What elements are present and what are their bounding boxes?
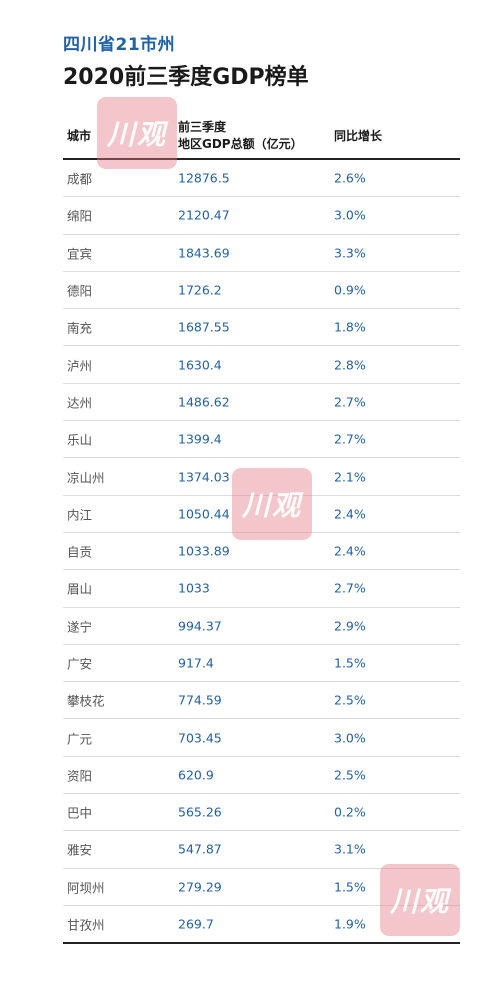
table-row: 眉山 1033 2.7% (63, 570, 460, 608)
cell-gdp: 1687.55 (178, 319, 230, 335)
cell-gdp: 774.59 (178, 692, 222, 708)
cell-gdp: 1399.4 (178, 431, 222, 447)
table-row: 自贡 1033.89 2.4% (63, 533, 460, 571)
cell-city: 自贡 (67, 544, 93, 560)
watermark-logo: 川观 (97, 97, 177, 169)
cell-city: 甘孜州 (67, 917, 105, 933)
column-header-gdp-line1: 前三季度 (178, 120, 227, 134)
table-row: 巴中 565.26 0.2% (63, 794, 460, 832)
page-title: 2020前三季度GDP榜单 (63, 65, 309, 90)
cell-gdp: 12876.5 (178, 170, 230, 186)
cell-growth: 1.8% (334, 319, 366, 335)
cell-growth: 1.5% (334, 655, 366, 671)
cell-growth: 2.8% (334, 357, 366, 373)
cell-city: 资阳 (67, 768, 93, 784)
table-header: 城市 前三季度 地区GDP总额（亿元） 同比增长 (63, 112, 460, 160)
cell-gdp: 1374.03 (178, 469, 230, 485)
table-row: 资阳 620.9 2.5% (63, 757, 460, 795)
cell-city: 成都 (67, 171, 93, 187)
cell-growth: 3.0% (334, 207, 366, 223)
cell-city: 巴中 (67, 805, 93, 821)
cell-city: 雅安 (67, 842, 93, 858)
watermark-logo: 川观 (380, 864, 460, 936)
table-row: 宜宾 1843.69 3.3% (63, 235, 460, 272)
table-row: 内江 1050.44 2.4% (63, 496, 460, 533)
cell-growth: 3.0% (334, 730, 366, 746)
cell-city: 南充 (67, 320, 93, 336)
cell-growth: 0.9% (334, 282, 366, 298)
cell-growth: 2.6% (334, 170, 366, 186)
table-row: 攀枝花 774.59 2.5% (63, 682, 460, 720)
cell-gdp: 1033 (178, 580, 210, 596)
table-row: 阿坝州 279.29 1.5% (63, 869, 460, 906)
cell-growth: 3.3% (334, 245, 366, 261)
cell-growth: 2.5% (334, 692, 366, 708)
cell-growth: 2.7% (334, 394, 366, 410)
cell-city: 泸州 (67, 358, 93, 374)
cell-city: 乐山 (67, 432, 93, 448)
cell-growth: 2.4% (334, 543, 366, 559)
gdp-table: 城市 前三季度 地区GDP总额（亿元） 同比增长 成都 12876.5 2.6% 绵阳… (63, 112, 460, 945)
cell-city: 阿坝州 (67, 880, 105, 896)
cell-gdp: 620.9 (178, 767, 214, 783)
cell-gdp: 1843.69 (178, 245, 230, 261)
table-row: 广元 703.45 3.0% (63, 719, 460, 757)
table-row: 甘孜州 269.7 1.9% (63, 906, 460, 945)
table-row: 泸州 1630.4 2.8% (63, 346, 460, 384)
table-row: 绵阳 2120.47 3.0% (63, 197, 460, 235)
cell-growth: 0.2% (334, 804, 366, 820)
cell-gdp: 703.45 (178, 730, 222, 746)
cell-city: 攀枝花 (67, 693, 105, 709)
cell-city: 宜宾 (67, 246, 93, 262)
cell-growth: 2.7% (334, 431, 366, 447)
table-row: 广安 917.4 1.5% (63, 645, 460, 683)
cell-city: 眉山 (67, 581, 93, 597)
table-row: 遂宁 994.37 2.9% (63, 608, 460, 645)
table-row: 成都 12876.5 2.6% (63, 160, 460, 198)
cell-city: 广元 (67, 731, 93, 747)
cell-growth: 2.1% (334, 469, 366, 485)
column-header-gdp-line2: 地区GDP总额（亿元） (178, 137, 303, 151)
cell-gdp: 2120.47 (178, 207, 230, 223)
watermark-logo: 川观 (232, 468, 312, 540)
table-row: 雅安 547.87 3.1% (63, 831, 460, 869)
cell-gdp: 994.37 (178, 618, 222, 634)
cell-gdp: 269.7 (178, 916, 214, 932)
cell-gdp: 565.26 (178, 804, 222, 820)
table-row: 乐山 1399.4 2.7% (63, 421, 460, 459)
cell-gdp: 1630.4 (178, 357, 222, 373)
cell-growth: 2.7% (334, 580, 366, 596)
cell-gdp: 279.29 (178, 879, 222, 895)
cell-gdp: 1486.62 (178, 394, 230, 410)
cell-growth: 2.5% (334, 767, 366, 783)
cell-gdp: 1726.2 (178, 282, 222, 298)
page-subtitle: 四川省21市州 (63, 35, 176, 55)
column-header-growth: 同比增长 (334, 129, 383, 143)
cell-gdp: 1033.89 (178, 543, 230, 559)
cell-city: 德阳 (67, 283, 93, 299)
table-row: 南充 1687.55 1.8% (63, 309, 460, 347)
cell-city: 遂宁 (67, 619, 93, 635)
cell-growth: 3.1% (334, 841, 366, 857)
cell-city: 绵阳 (67, 208, 93, 224)
cell-growth: 1.5% (334, 879, 366, 895)
cell-gdp: 547.87 (178, 841, 222, 857)
cell-city: 广安 (67, 656, 93, 672)
cell-growth: 2.4% (334, 506, 366, 522)
table-body: 成都 12876.5 2.6% 绵阳 2120.47 3.0% 宜宾 1843.69 3.3% 德… (63, 160, 460, 945)
column-header-city: 城市 (67, 129, 92, 143)
cell-city: 达州 (67, 395, 93, 411)
table-row: 达州 1486.62 2.7% (63, 384, 460, 422)
cell-city: 内江 (67, 507, 93, 523)
column-header-gdp: 前三季度 地区GDP总额（亿元） (178, 119, 303, 153)
cell-growth: 1.9% (334, 916, 366, 932)
cell-gdp: 917.4 (178, 655, 214, 671)
cell-city: 凉山州 (67, 470, 105, 486)
table-row: 德阳 1726.2 0.9% (63, 272, 460, 310)
cell-gdp: 1050.44 (178, 506, 230, 522)
table-row: 凉山州 1374.03 2.1% (63, 458, 460, 496)
cell-growth: 2.9% (334, 618, 366, 634)
